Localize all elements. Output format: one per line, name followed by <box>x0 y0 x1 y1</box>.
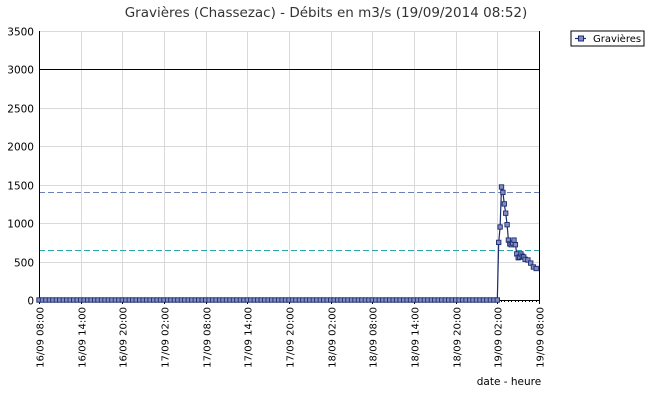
data-point-marker <box>504 222 510 228</box>
data-point-marker <box>497 224 503 230</box>
x-tick-label: 17/09 08:00 <box>203 307 214 368</box>
x-tick-label: 17/09 20:00 <box>286 307 297 368</box>
x-tick-label: 17/09 02:00 <box>161 307 172 368</box>
legend-marker-swatch <box>578 35 584 42</box>
y-tick-label: 2500 <box>7 104 34 116</box>
data-point-marker <box>500 189 506 196</box>
y-tick-label: 0 <box>27 296 34 308</box>
series-line <box>39 186 537 301</box>
y-tick-label: 1500 <box>7 181 34 193</box>
data-point-marker <box>503 210 509 216</box>
data-point-marker <box>494 297 500 303</box>
legend: Gravières <box>570 30 645 47</box>
data-point-marker <box>496 239 502 246</box>
x-tick-label: 16/09 08:00 <box>36 307 47 368</box>
y-tick-label: 1000 <box>7 219 34 231</box>
data-point-marker <box>512 242 519 248</box>
data-point-marker <box>498 184 505 190</box>
legend-box <box>570 30 645 47</box>
y-axis-ticks: 0 500 1000 1500 2000 2500 3000 3500 <box>7 27 34 308</box>
x-axis-label: date - heure <box>477 376 541 388</box>
x-tick-label: 16/09 14:00 <box>78 307 89 368</box>
series <box>36 184 539 303</box>
data-point-marker <box>525 257 531 263</box>
x-tick-label: 16/09 20:00 <box>119 307 130 368</box>
data-point-marker <box>511 237 517 243</box>
x-tick-label: 18/09 08:00 <box>369 307 380 368</box>
reference-lines <box>39 69 539 251</box>
x-axis-ticks: 16/09 08:00 16/09 14:00 16/09 20:00 17/09 0… <box>36 307 547 368</box>
y-tick-label: 3500 <box>7 27 34 39</box>
y-tick-label: 500 <box>14 258 34 270</box>
chart-title: Gravières (Chassezac) - Débits en m3/s (… <box>125 5 528 21</box>
y-tick-label: 3000 <box>7 65 34 77</box>
y-tick-label: 2000 <box>7 142 34 154</box>
x-tick-label: 19/09 02:00 <box>494 307 505 368</box>
grid <box>39 31 540 300</box>
data-point-marker <box>528 260 534 266</box>
x-tick-label: 17/09 14:00 <box>244 307 255 368</box>
data-point-marker <box>533 265 539 272</box>
legend-label: Gravières <box>593 33 641 45</box>
x-tick-label: 18/09 02:00 <box>328 307 339 368</box>
x-tick-label: 18/09 20:00 <box>453 307 464 368</box>
x-tick-label: 19/09 08:00 <box>536 307 547 368</box>
x-tick-label: 18/09 14:00 <box>411 307 422 368</box>
data-point-marker <box>501 201 507 207</box>
